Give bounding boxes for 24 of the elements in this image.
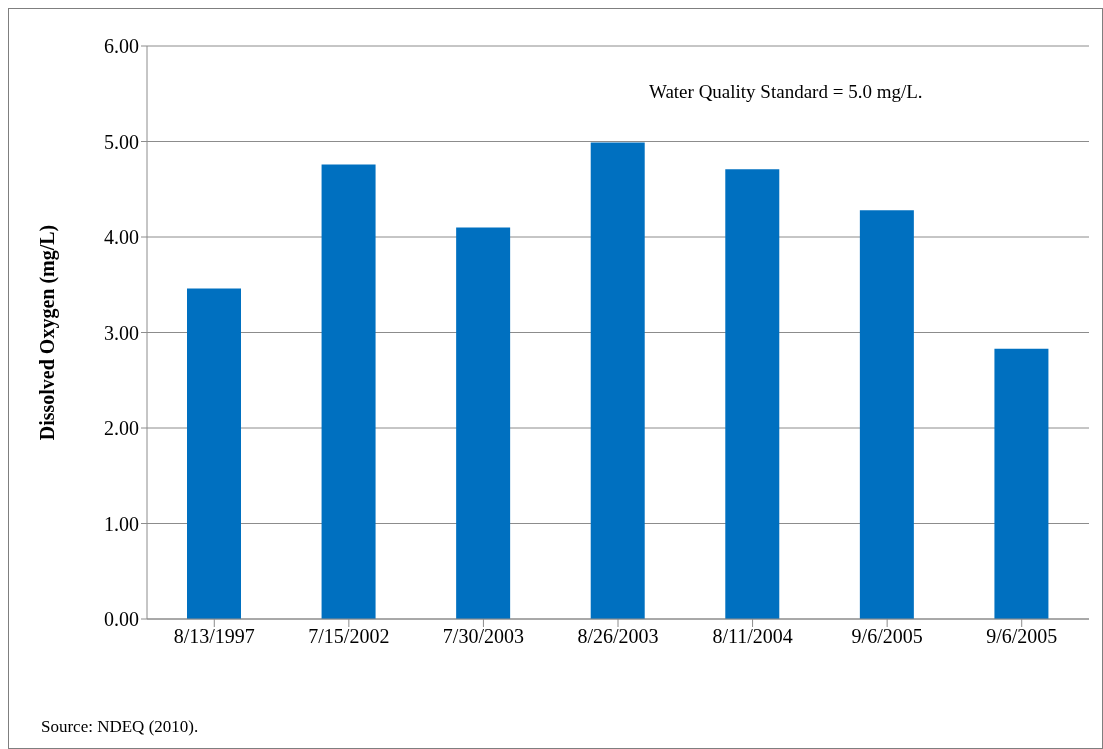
bar [859,210,914,619]
y-axis-title: Dissolved Oxygen (mg/L) [36,224,60,441]
y-tick-label: 0.00 [104,608,139,631]
bar [590,142,645,619]
x-tick-label: 9/6/2005 [851,625,923,648]
bar [321,164,376,619]
x-tick-label: 9/6/2005 [986,625,1058,648]
y-tick-label: 2.00 [104,417,139,440]
x-tick-label: 8/26/2003 [577,625,659,648]
source-note: Source: NDEQ (2010). [41,717,199,737]
y-tick-label: 3.00 [104,321,139,344]
bar [725,169,780,619]
bar [456,227,511,619]
x-tick-label: 7/15/2002 [308,625,390,648]
y-tick-label: 4.00 [104,226,139,249]
bar [994,348,1049,619]
y-tick-label: 5.00 [104,130,139,153]
x-tick-label: 8/13/1997 [173,625,255,648]
annotation: Water Quality Standard = 5.0 mg/L. [649,81,923,103]
bar [187,288,241,619]
x-tick-label: 7/30/2003 [442,625,524,648]
y-tick-label: 6.00 [104,35,139,58]
y-tick-label: 1.00 [104,512,139,535]
x-tick-label: 8/11/2004 [712,625,793,648]
